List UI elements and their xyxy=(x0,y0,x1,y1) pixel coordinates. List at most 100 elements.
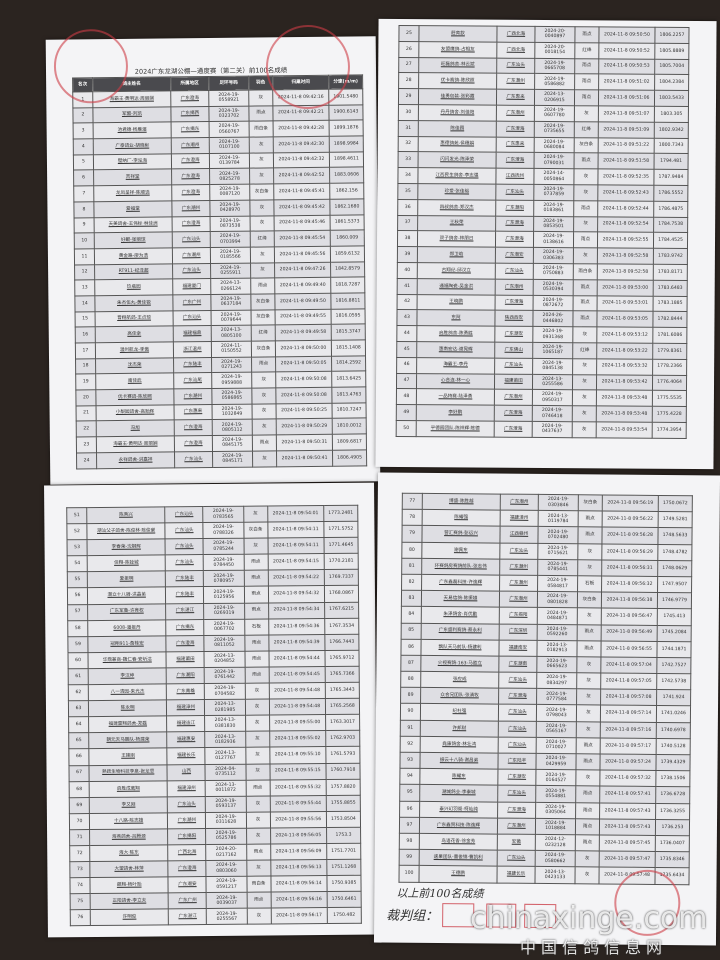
speed-cell: 1738.1506 xyxy=(655,770,690,788)
ring-number-cell: 2024-13-0266124 xyxy=(210,278,251,295)
arrival-time-cell: 2024-11-8 09:42:28 xyxy=(273,120,330,137)
owner-name-cell: 冠翔911-詹桂宏 xyxy=(87,635,167,653)
owner-name-cell: 晋翔航鸽-王贞琼 xyxy=(95,310,174,328)
color-cell: 灰 xyxy=(243,538,268,555)
region-cell: 广东湛江 xyxy=(165,603,205,620)
color-cell: 红绛 xyxy=(574,42,599,59)
speed-cell: 1783.8171 xyxy=(653,264,688,281)
color-cell: 灰白条 xyxy=(578,494,603,512)
owner-name-cell: 军盟-刘凯 xyxy=(92,106,172,124)
owner-name-cell: 广泰鸽业-胡晓彬 xyxy=(93,137,172,155)
owner-name-cell: 天易信鸽-陈振雄 xyxy=(421,590,500,608)
ring-number-cell: 2024-13-0011872 xyxy=(205,779,246,797)
speed-cell: 1742.5738 xyxy=(656,673,691,691)
results-table: 25 莊育欽 广西北海 2024-20-0040897 雨点 2024-11-8 09:5… xyxy=(396,25,690,439)
region-cell: 福建福鼎 xyxy=(173,325,212,342)
color-cell: 雨点 xyxy=(573,232,598,249)
speed-cell: 1782.8444 xyxy=(652,311,688,328)
arrival-time-cell: 2024-11-8 09:49:40 xyxy=(274,277,331,294)
rank-cell: 36 xyxy=(397,199,418,216)
color-cell: 雨点 xyxy=(573,279,598,296)
speed-cell: 1748.5633 xyxy=(657,527,693,545)
arrival-time-cell: 2024-11-8 09:50:50 xyxy=(598,26,656,44)
color-cell: 灰 xyxy=(572,326,597,343)
rank-cell: 6 xyxy=(73,170,94,187)
arrival-time-cell: 2024-11-8 09:56:09 xyxy=(270,843,327,861)
ring-number-cell: 2024-19-0715621 xyxy=(537,542,578,560)
arrival-time-cell: 2024-11-8 09:50:29 xyxy=(276,418,333,435)
speed-cell: 1755.8855 xyxy=(326,794,361,812)
owner-name-cell: 莊育欽 xyxy=(418,25,498,42)
color-cell: 灰 xyxy=(244,699,270,716)
owner-name-cell: 黄金路-廖为浩 xyxy=(94,247,173,265)
speed-cell: 1748.0629 xyxy=(657,560,692,577)
color-cell: 雨点 xyxy=(576,640,602,657)
region-cell: 广东广州 xyxy=(168,892,207,910)
rank-cell: 45 xyxy=(396,341,417,358)
rank-cell: 21 xyxy=(76,405,97,422)
ring-number-cell: 2024-19-0525786 xyxy=(205,828,247,845)
ring-number-cell: 2024-13-0182936 xyxy=(205,731,246,748)
arrival-time-cell: 2024-11-8 09:54:39 xyxy=(268,634,325,651)
speed-cell: 1816.8811 xyxy=(330,292,366,309)
arrival-time-cell: 2024-11-8 09:50:41 xyxy=(276,450,333,467)
rank-cell: 14 xyxy=(74,295,96,312)
rank-cell: 80 xyxy=(401,541,422,559)
owner-name-cell: 福建雷翔鸽舍-郑磊 xyxy=(88,716,168,733)
arrival-time-cell: 2024-11-8 09:55:44 xyxy=(269,795,327,812)
ring-number-cell: 2024-19-0558921 xyxy=(208,90,249,107)
owner-name-cell: 大望鸽舍-林萍 xyxy=(89,860,169,878)
official-stamp xyxy=(53,28,129,104)
region-cell: 广东揭阳 xyxy=(167,828,207,845)
speed-cell: 1753.8504 xyxy=(326,810,361,828)
color-cell: 灰白条 xyxy=(574,137,599,154)
region-cell: 广东潮州 xyxy=(173,388,213,405)
speed-cell: 1770.2181 xyxy=(323,553,359,570)
owner-name-cell: 珍爱·张佳裕 xyxy=(417,183,496,200)
rank-cell: 77 xyxy=(402,493,423,510)
arrival-time-cell: 2024-11-8 09:42:52 xyxy=(273,167,330,184)
ring-number-cell: 2024-19-0087120 xyxy=(209,184,250,201)
color-cell: 雨点 xyxy=(574,153,599,170)
ring-number-cell: 2024-19-0255567 xyxy=(206,908,247,925)
rank-cell: 57 xyxy=(67,604,88,621)
region-cell: 广东澄海 xyxy=(170,90,209,107)
color-cell: 灰 xyxy=(249,152,274,169)
arrival-time-cell: 2024-11-8 09:54:36 xyxy=(268,618,325,635)
region-cell: 广东汕头 xyxy=(174,451,213,468)
region-cell: 广东揭东 xyxy=(166,619,205,636)
region-cell: 福建莆田 xyxy=(494,373,533,390)
owner-name-cell: 龙凤呈祥-陈顺选 xyxy=(93,185,172,202)
color-cell: 灰 xyxy=(251,372,276,389)
speed-cell: 1784.7538 xyxy=(653,216,688,233)
rank-cell: 19 xyxy=(75,374,96,391)
owner-name-cell: 华鼎兼商-魏仁春·安圻沽 xyxy=(88,651,167,669)
region-cell: 广东潮阳 xyxy=(495,199,534,216)
color-cell: 雨点 xyxy=(245,779,270,796)
owner-name-cell: 振云十八骑-谢昌弟 xyxy=(419,752,499,770)
owner-name-cell: 纪杜强 xyxy=(420,703,499,721)
speed-cell: 1806.4905 xyxy=(332,449,367,466)
color-cell: 灰 xyxy=(245,715,270,732)
ring-number-cell: 2024-19-0737859 xyxy=(533,184,574,201)
color-cell: 灰白条 xyxy=(243,522,268,539)
arrival-time-cell: 2024-11-8 09:57:47 xyxy=(599,851,656,868)
owner-name-cell: 速果团队-曹俊锦·曹凯利 xyxy=(419,849,498,867)
arrival-time-cell: 2024-11-8 09:42:30 xyxy=(273,136,330,153)
speed-cell: 1781.6086 xyxy=(652,327,687,344)
ring-number-cell: 2024-19-0873538 xyxy=(210,215,251,232)
owner-name-cell: 谢佩东 xyxy=(421,541,500,559)
speed-cell: 1775.4228 xyxy=(652,406,687,423)
owner-name-cell: 十八路-陈志雄 xyxy=(89,812,168,830)
color-cell: 石板 xyxy=(244,618,269,635)
rank-cell: 24 xyxy=(76,452,97,469)
region-cell: 广东澄海 xyxy=(174,435,213,452)
region-cell: 广东潮安 xyxy=(494,326,533,343)
ring-number-cell: 2024-19-0554881 xyxy=(535,785,576,803)
arrival-time-cell: 2024-11-8 09:57:24 xyxy=(599,753,657,771)
color-cell: 雨点 xyxy=(574,89,599,106)
owner-name-cell: 八一清园-朱光杰 xyxy=(88,683,167,701)
color-cell: 雨点 xyxy=(243,554,268,571)
speed-cell: 1816.0595 xyxy=(331,308,366,325)
color-cell: 灰 xyxy=(245,731,270,748)
